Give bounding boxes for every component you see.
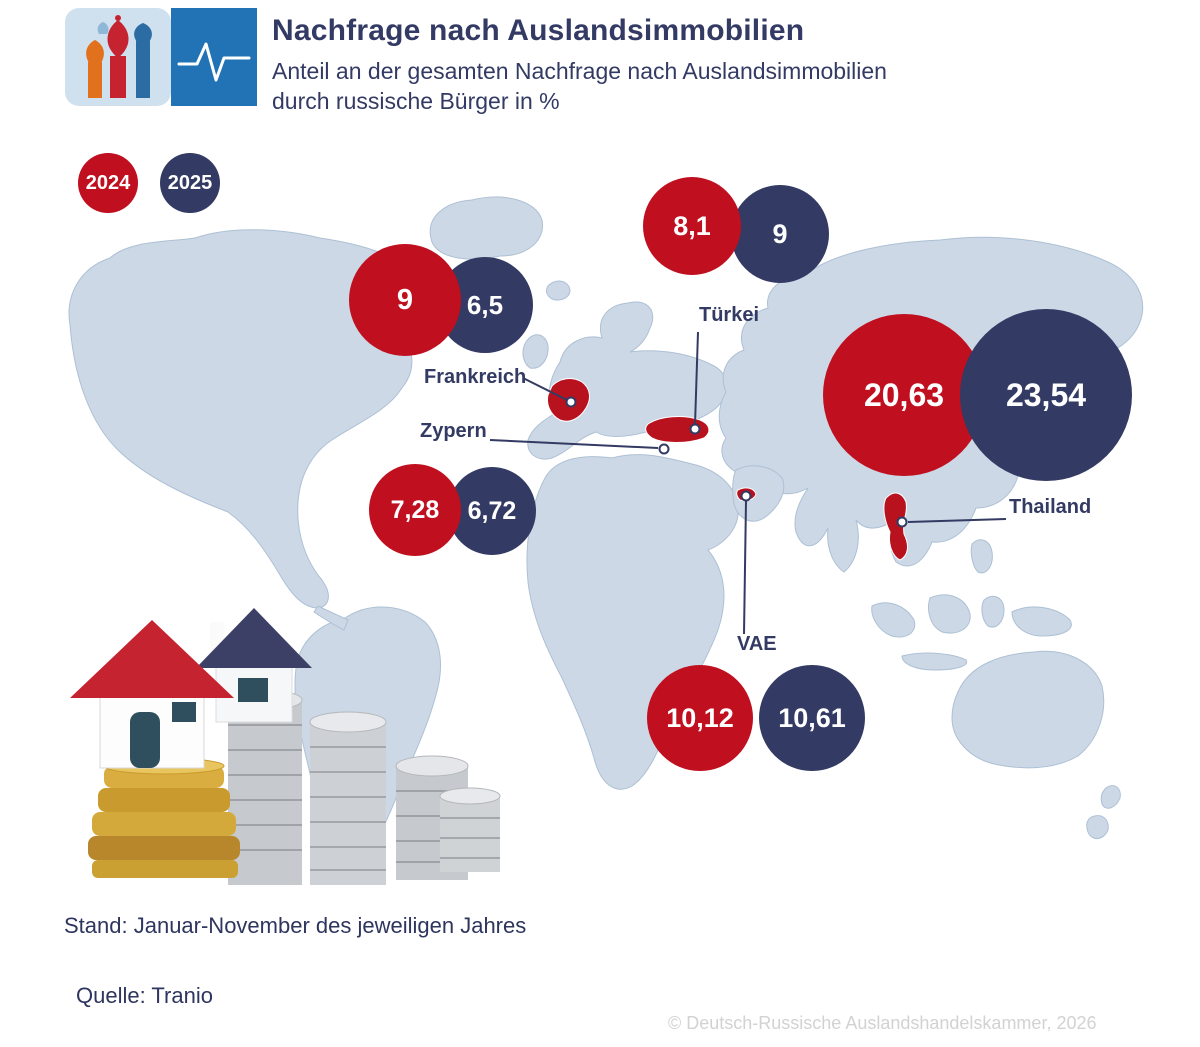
zypern-connector-line	[489, 439, 659, 449]
legend-2025: 2025	[160, 153, 220, 213]
thailand-2025-bubble: 23,54	[960, 309, 1132, 481]
frankreich-connector-line	[522, 377, 568, 401]
page-subtitle: Anteil an der gesamten Nachfrage nach Au…	[272, 56, 887, 116]
cathedral-icon	[65, 8, 171, 106]
frankreich-label: Frankreich	[424, 366, 527, 388]
vae-2024-bubble: 10,12	[647, 665, 753, 771]
thailand-label: Thailand	[1009, 496, 1092, 518]
island-uk	[522, 334, 549, 369]
island-new-zealand-south	[1086, 815, 1109, 839]
island-greenland	[429, 196, 544, 260]
continent-south-america	[294, 606, 441, 879]
tuerkei-2025-bubble: 9	[731, 185, 829, 283]
logo	[65, 8, 257, 106]
island-sumatra	[871, 602, 916, 638]
continent-north-america	[68, 229, 418, 609]
island-new-zealand-north	[1100, 785, 1121, 809]
continent-australia	[951, 650, 1105, 769]
stand-note: Stand: Januar-November des jeweiligen Ja…	[64, 913, 527, 938]
thailand-connector-line	[907, 518, 1007, 523]
tuerkei-connector-line	[694, 331, 699, 426]
thailand-marker-dot	[896, 516, 908, 528]
vae-connector-line	[743, 500, 747, 635]
frankreich-2024-bubble: 9	[349, 244, 461, 356]
island-sulawesi	[981, 595, 1005, 628]
thailand-highlight	[883, 492, 908, 561]
subtitle-line-1: Anteil an der gesamten Nachfrage nach Au…	[272, 58, 887, 84]
zypern-2024-bubble: 7,28	[369, 464, 461, 556]
legend-2024: 2024	[78, 153, 138, 213]
copyright-note: © Deutsch-Russische Auslandshandelskamme…	[668, 1013, 1097, 1033]
turkey-highlight	[645, 416, 710, 443]
island-borneo	[928, 594, 971, 634]
tuerkei-marker-dot	[689, 423, 701, 435]
zypern-label: Zypern	[420, 420, 487, 442]
island-iceland	[545, 280, 571, 301]
central-america-strip	[313, 605, 349, 631]
frankreich-marker-dot	[565, 396, 577, 408]
island-java	[901, 652, 968, 671]
source-note: Quelle: Tranio	[76, 983, 213, 1008]
page-title: Nachfrage nach Auslandsimmobilien	[272, 14, 805, 47]
zypern-2025-bubble: 6,72	[448, 467, 536, 555]
island-new-guinea	[1011, 606, 1072, 637]
vae-2025-bubble: 10,61	[759, 665, 865, 771]
vae-label: VAE	[737, 633, 777, 655]
pulse-icon	[171, 8, 257, 106]
tuerkei-2024-bubble: 8,1	[643, 177, 741, 275]
tuerkei-label: Türkei	[699, 304, 760, 326]
vae-marker-dot	[740, 490, 752, 502]
zypern-marker-dot	[658, 443, 670, 455]
island-philippines	[970, 539, 993, 574]
subtitle-line-2: durch russische Bürger in %	[272, 88, 560, 114]
thailand-2024-bubble: 20,63	[823, 314, 985, 476]
